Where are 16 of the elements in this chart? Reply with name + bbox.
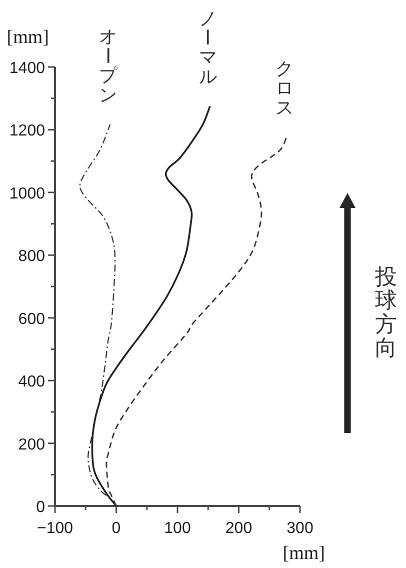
y-tick-label: 800 [18,248,46,266]
x-tick-label: 200 [225,520,252,537]
y-tick-label: 0 [36,499,46,516]
x-tick-label: 100 [164,520,191,537]
x-axis-title: [mm] [282,543,325,564]
y-axis-title: [mm] [6,27,49,48]
y-tick-label: 1400 [9,60,46,77]
y-tick-label: 1000 [9,185,46,202]
y-tick-label: 200 [18,436,46,454]
y-tick-label: 600 [18,310,46,328]
x-tick-label: 0 [112,520,121,537]
x-tick-label: −100 [36,520,74,537]
y-tick-label: 400 [18,374,46,391]
x-tick-label: 300 [286,520,314,537]
annotation: 投球方向 [375,264,397,362]
y-tick-label: 1200 [9,122,46,140]
